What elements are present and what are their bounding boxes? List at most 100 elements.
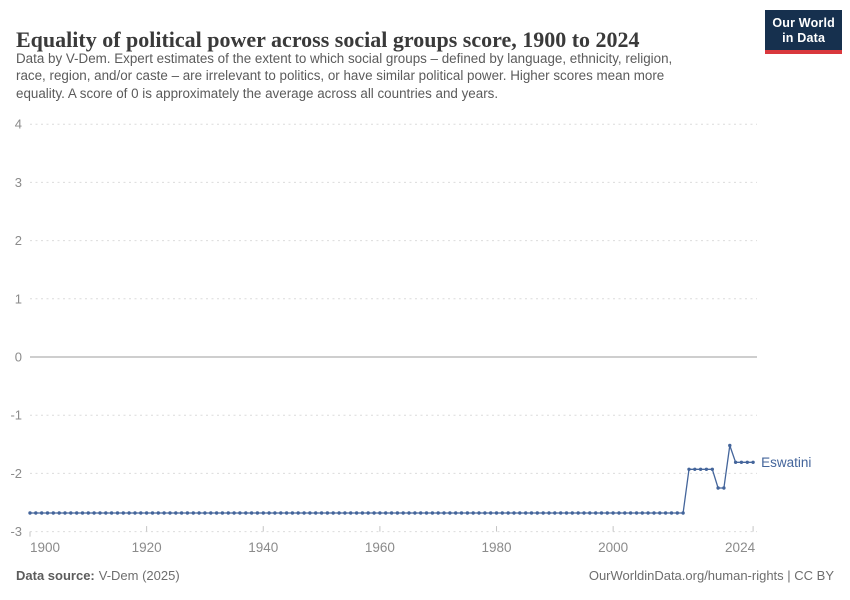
data-point [739,460,744,464]
owid-logo: Our World in Data [765,10,842,54]
chart-subtitle-line-2: race, region, and/or caste – are irrelev… [16,68,665,84]
data-point [162,511,166,515]
data-point [401,511,405,515]
chart-subtitle-line-1: Data by V-Dem. Expert estimates of the e… [16,51,673,66]
data-point [75,511,79,515]
data-point [459,511,464,515]
data-point [34,511,38,515]
entity-label: Eswatini [761,455,811,470]
data-point [693,467,697,471]
data-point [500,511,504,515]
data-point [249,511,254,515]
data-point [611,511,615,515]
data-point [366,511,370,515]
data-point [296,511,300,515]
data-point [413,511,417,515]
x-axis-tick-label: 2024 [725,540,756,555]
data-point [483,511,487,515]
data-point [582,511,586,515]
data-point [576,511,580,515]
data-point [255,511,260,515]
data-point [168,511,172,515]
data-point [92,511,96,515]
data-point [687,467,691,471]
data-point [448,511,452,515]
data-point [86,511,91,515]
data-point [617,511,621,515]
data-point [238,511,242,515]
data-source-value: V-Dem (2025) [98,568,180,583]
x-axis-tick-label: 1920 [132,540,162,555]
data-point [547,511,551,515]
data-point [704,467,709,471]
data-point [372,511,376,515]
data-point [675,511,679,515]
data-point [28,511,32,515]
data-point [384,511,388,515]
data-point [139,511,143,515]
data-point [541,511,545,515]
data-point [273,511,277,515]
data-point [80,511,85,515]
data-point [203,511,207,515]
data-point [634,511,639,515]
data-point [436,511,440,515]
y-axis-tick-label: 4 [15,117,22,132]
data-line [30,445,754,514]
y-axis-tick-label: 3 [15,175,22,190]
data-point [518,511,522,515]
data-point [389,511,394,515]
data-point [442,511,446,515]
data-point [51,511,55,515]
data-point [663,511,668,515]
data-point [127,511,131,515]
y-axis-tick-label: -2 [10,466,22,481]
data-point [529,511,534,515]
data-point [477,511,481,515]
data-point [337,511,341,515]
data-point [716,486,720,490]
data-point [290,511,295,515]
data-point [63,511,67,515]
data-point [722,486,726,490]
data-point [185,511,190,515]
data-point [652,511,656,515]
x-axis-tick-label: 1980 [481,540,511,555]
x-axis-tick-label: 1940 [248,540,278,555]
data-point [302,511,306,515]
data-point [308,511,312,515]
data-point [524,511,528,515]
data-source: Data source: V-Dem (2025) [16,568,180,583]
data-point [220,511,225,515]
y-axis-tick-label: -3 [10,524,22,539]
data-point [646,511,650,515]
data-point [430,511,435,515]
data-point [594,511,598,515]
data-point [378,511,382,515]
data-point [628,511,633,515]
data-point [354,511,359,515]
data-point [599,511,604,515]
data-point [605,511,609,515]
data-point [150,511,155,515]
data-point [535,511,539,515]
data-point [623,511,627,515]
data-point [69,511,73,515]
data-point [45,511,50,515]
data-point [419,511,423,515]
data-point [343,511,347,515]
data-point [553,511,557,515]
data-point [325,511,330,515]
data-point [471,511,475,515]
chart-title: Equality of political power across socia… [16,26,640,52]
data-point [226,511,230,515]
data-point [40,511,44,515]
credit-line: OurWorldinData.org/human-rights | CC BY [588,568,834,583]
data-point [319,511,324,515]
data-point [197,511,201,515]
data-point [179,511,184,515]
y-axis-tick-label: 1 [15,291,22,306]
x-axis-tick-label: 1960 [365,540,395,555]
data-point [640,511,644,515]
